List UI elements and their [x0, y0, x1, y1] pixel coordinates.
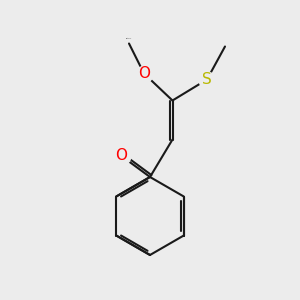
- Text: methoxy: methoxy: [126, 38, 132, 39]
- Text: S: S: [202, 72, 212, 87]
- Text: O: O: [116, 148, 128, 164]
- Text: O: O: [138, 66, 150, 81]
